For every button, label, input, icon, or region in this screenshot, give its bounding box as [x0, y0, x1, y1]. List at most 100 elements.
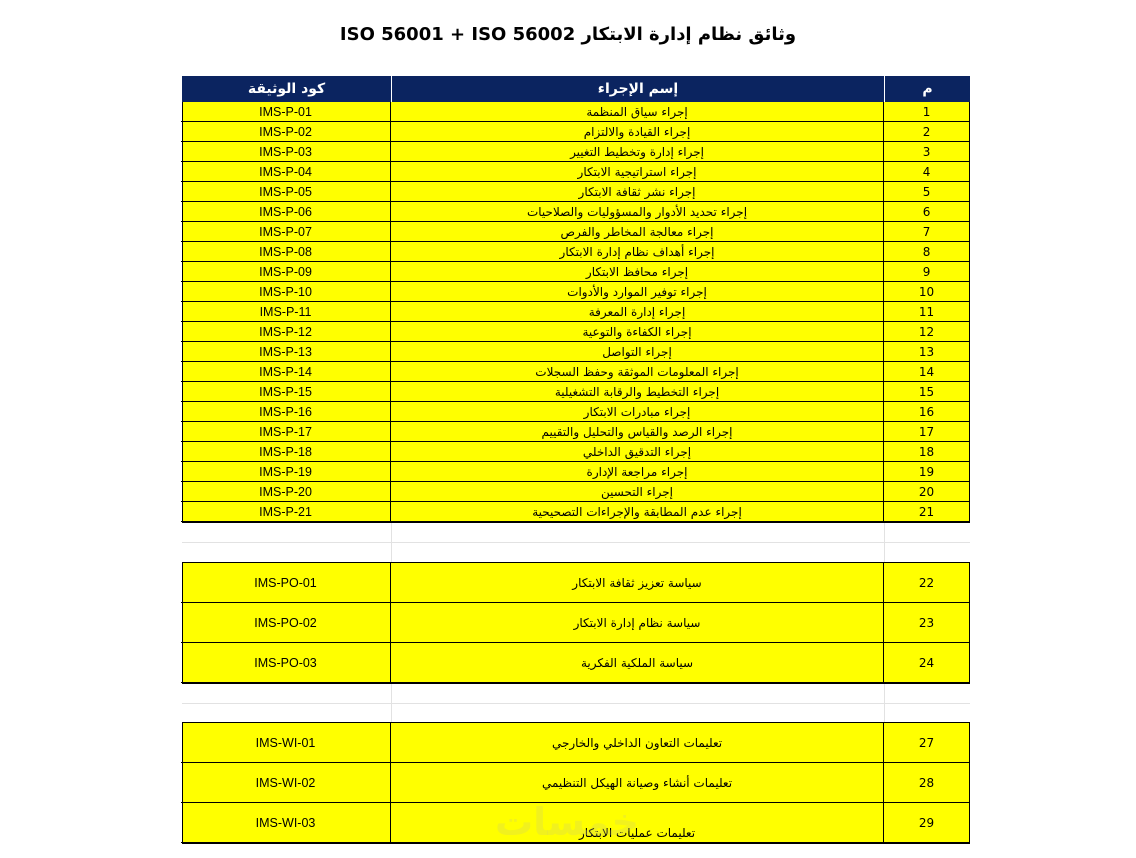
row-name: إجراء معالجة المخاطر والفرص	[390, 222, 883, 242]
row-number: 7	[883, 222, 969, 242]
row-code: IMS-PO-02	[181, 603, 390, 643]
row-number: 12	[883, 322, 969, 342]
row-name: إجراء التواصل	[390, 342, 883, 362]
table-row: 27 تعليمات التعاون الداخلي والخارجي IMS-WI…	[181, 723, 969, 763]
table-row: 2 إجراء القيادة والالتزام IMS-P-02	[181, 122, 969, 142]
row-code: IMS-P-15	[181, 382, 390, 402]
row-code: IMS-P-17	[181, 422, 390, 442]
table-row: 6 إجراء تحديد الأدوار والمسؤوليات والصلاح…	[181, 202, 969, 222]
row-number: 5	[883, 182, 969, 202]
row-name: إجراء مبادرات الابتكار	[390, 402, 883, 422]
row-code: IMS-WI-03	[181, 803, 390, 843]
table-row: 8 إجراء أهداف نظام إدارة الابتكار IMS-P-08	[181, 242, 969, 262]
table-row: 16 إجراء مبادرات الابتكار IMS-P-16	[181, 402, 969, 422]
row-name: إجراء أهداف نظام إدارة الابتكار	[390, 242, 883, 262]
row-number: 4	[883, 162, 969, 182]
row-code: IMS-P-14	[181, 362, 390, 382]
table-row: 23 سياسة نظام إدارة الابتكار IMS-PO-02	[181, 603, 969, 643]
empty-row	[182, 543, 970, 563]
row-code: IMS-P-16	[181, 402, 390, 422]
row-name: إجراء القيادة والالتزام	[390, 122, 883, 142]
row-code: IMS-P-07	[181, 222, 390, 242]
row-code: IMS-P-18	[181, 442, 390, 462]
row-code: IMS-WI-01	[181, 723, 390, 763]
row-code: IMS-P-13	[181, 342, 390, 362]
row-name: إجراء محافظ الابتكار	[390, 262, 883, 282]
row-name: إجراء المعلومات الموثقة وحفظ السجلات	[390, 362, 883, 382]
header-code: كود الوثيقة	[247, 81, 326, 97]
row-name: إجراء الرصد والقياس والتحليل والتقييم	[390, 422, 883, 442]
row-code: IMS-P-06	[181, 202, 390, 222]
row-name: إجراء التخطيط والرقابة التشغيلية	[390, 382, 883, 402]
row-code: IMS-PO-01	[181, 563, 390, 603]
row-number: 9	[883, 262, 969, 282]
row-number: 8	[883, 242, 969, 262]
row-number: 15	[883, 382, 969, 402]
table-row: 28 تعليمات أنشاء وصيانة الهيكل التنظيمي IM…	[181, 763, 969, 803]
row-code: IMS-P-20	[181, 482, 390, 502]
row-name: تعليمات أنشاء وصيانة الهيكل التنظيمي	[390, 763, 883, 803]
row-code: IMS-WI-02	[181, 763, 390, 803]
empty-row	[182, 704, 970, 724]
row-code: IMS-P-01	[181, 102, 390, 122]
row-number: 11	[883, 302, 969, 322]
row-name: إجراء توفير الموارد والأدوات	[390, 282, 883, 302]
row-name: إجراء مراجعة الإدارة	[390, 462, 883, 482]
row-name: إجراء سياق المنظمة	[390, 102, 883, 122]
row-code: IMS-PO-03	[181, 643, 390, 683]
instructions-table: 27 تعليمات التعاون الداخلي والخارجي IMS-WI…	[181, 722, 970, 844]
row-number: 20	[883, 482, 969, 502]
row-number: 17	[883, 422, 969, 442]
table-row: 29 تعليمات عمليات الابتكار IMS-WI-03	[181, 803, 969, 843]
table-row: 18 إجراء التدقيق الداخلي IMS-P-18	[181, 442, 969, 462]
row-code: IMS-P-04	[181, 162, 390, 182]
row-name: إجراء إدارة وتخطيط التغيير	[390, 142, 883, 162]
table-row: 7 إجراء معالجة المخاطر والفرص IMS-P-07	[181, 222, 969, 242]
table-row: 10 إجراء توفير الموارد والأدوات IMS-P-10	[181, 282, 969, 302]
row-code: IMS-P-11	[181, 302, 390, 322]
row-number: 14	[883, 362, 969, 382]
empty-row	[182, 684, 970, 704]
table-row: 14 إجراء المعلومات الموثقة وحفظ السجلات IM…	[181, 362, 969, 382]
table-row: 15 إجراء التخطيط والرقابة التشغيلية IMS-P-…	[181, 382, 969, 402]
row-number: 24	[883, 643, 969, 683]
procedures-table: م إسم الإجراء كود الوثيقة 1 إجراء سياق ال…	[181, 76, 970, 563]
row-code: IMS-P-05	[181, 182, 390, 202]
row-code: IMS-P-08	[181, 242, 390, 262]
header-num: م	[884, 76, 970, 102]
row-name: إجراء نشر ثقافة الابتكار	[390, 182, 883, 202]
row-name: إجراء عدم المطابقة والإجراءات التصحيحية	[390, 502, 883, 522]
page-title: وثائق نظام إدارة الابتكار ISO 56001 + IS…	[339, 24, 797, 45]
row-number: 29	[883, 803, 969, 843]
row-name: إجراء الكفاءة والتوعية	[390, 322, 883, 342]
row-name: إجراء التدقيق الداخلي	[390, 442, 883, 462]
row-name: سياسة نظام إدارة الابتكار	[390, 603, 883, 643]
row-name: إجراء تحديد الأدوار والمسؤوليات والصلاحي…	[390, 202, 883, 222]
table-row: 9 إجراء محافظ الابتكار IMS-P-09	[181, 262, 969, 282]
policies-table: 22 سياسة تعزيز ثقافة الابتكار IMS-PO-01 23 س…	[181, 562, 970, 724]
row-number: 23	[883, 603, 969, 643]
header-name: إسم الإجراء	[391, 76, 884, 102]
row-code: IMS-P-21	[181, 502, 390, 522]
table-header: م إسم الإجراء كود الوثيقة	[182, 76, 970, 102]
row-name: سياسة الملكية الفكرية	[390, 643, 883, 683]
row-number: 10	[883, 282, 969, 302]
row-number: 1	[883, 102, 969, 122]
row-number: 13	[883, 342, 969, 362]
row-code: IMS-P-19	[181, 462, 390, 482]
table-row: 19 إجراء مراجعة الإدارة IMS-P-19	[181, 462, 969, 482]
row-code: IMS-P-10	[181, 282, 390, 302]
row-number: 21	[883, 502, 969, 522]
row-code: IMS-P-09	[181, 262, 390, 282]
row-name: تعليمات التعاون الداخلي والخارجي	[390, 723, 883, 763]
table-row: 1 إجراء سياق المنظمة IMS-P-01	[181, 102, 969, 122]
table-row: 12 إجراء الكفاءة والتوعية IMS-P-12	[181, 322, 969, 342]
row-code: IMS-P-03	[181, 142, 390, 162]
row-code: IMS-P-12	[181, 322, 390, 342]
row-number: 2	[883, 122, 969, 142]
table-row: 3 إجراء إدارة وتخطيط التغيير IMS-P-03	[181, 142, 969, 162]
row-name: تعليمات عمليات الابتكار	[390, 803, 883, 843]
row-number: 3	[883, 142, 969, 162]
row-number: 18	[883, 442, 969, 462]
row-number: 16	[883, 402, 969, 422]
